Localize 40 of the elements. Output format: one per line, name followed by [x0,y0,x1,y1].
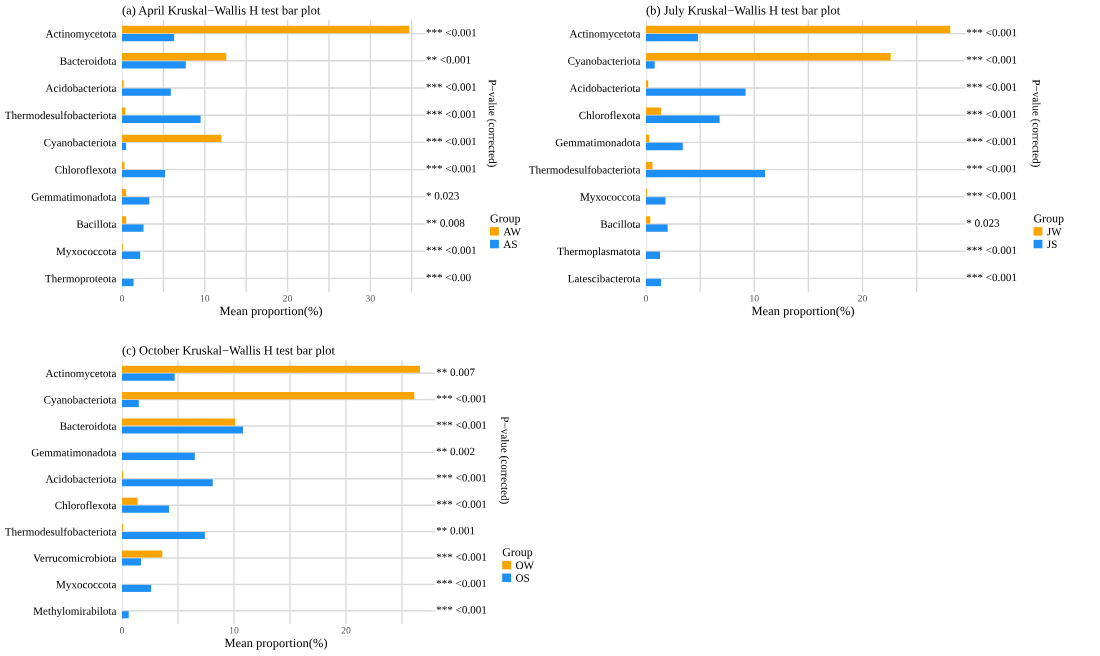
bar [122,452,195,460]
bar [122,584,152,592]
bar [122,53,227,61]
bar [122,497,138,505]
bar [122,418,236,426]
bar [646,278,662,287]
bar [122,505,170,513]
bar [646,224,668,232]
bar [122,373,175,381]
bar [122,197,150,205]
bar [122,251,141,259]
bar [122,392,415,400]
bar [646,115,720,123]
bar [122,115,201,123]
bar [122,400,139,408]
bar [646,34,698,42]
bar [122,224,144,232]
bar [122,170,166,178]
bar [646,107,662,115]
bar [122,278,134,287]
bar [646,53,891,61]
bar [122,426,243,434]
bar [122,365,420,373]
bar [646,197,666,205]
bar [646,251,661,259]
bar [122,532,205,540]
bar [122,134,222,142]
bar [646,25,951,34]
bar [646,142,683,151]
bar [122,61,186,69]
bar [122,34,175,42]
bar [122,558,142,566]
bar [122,25,410,34]
bar [122,611,129,619]
bar [646,61,655,69]
bar [122,88,171,96]
bar [122,550,163,558]
bar [122,479,213,487]
bar [646,88,746,96]
bar [646,170,766,178]
